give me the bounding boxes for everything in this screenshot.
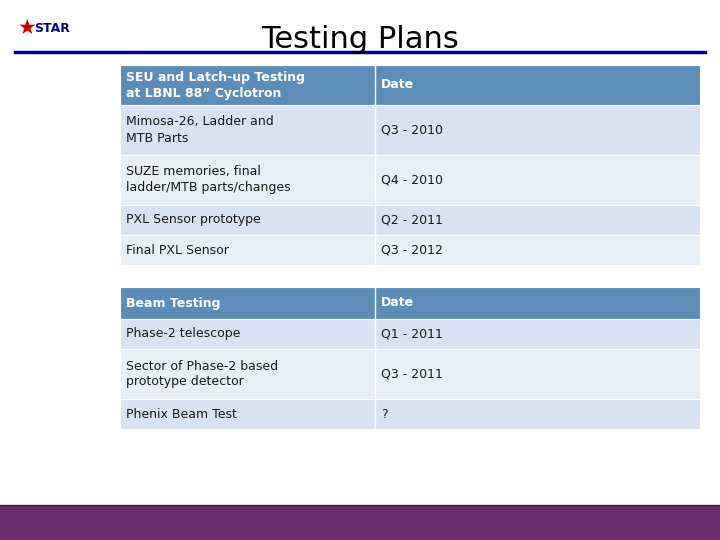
Text: Beam Testing: Beam Testing <box>126 296 220 309</box>
Text: ?: ? <box>381 408 388 421</box>
Bar <box>120 65 700 105</box>
Text: Date: Date <box>381 296 414 309</box>
Bar <box>120 319 700 349</box>
Text: SUZE memories, final
ladder/MTB parts/changes: SUZE memories, final ladder/MTB parts/ch… <box>126 165 291 194</box>
Text: Q3 - 2011: Q3 - 2011 <box>381 368 443 381</box>
Bar <box>120 287 700 319</box>
Text: ★: ★ <box>18 18 37 38</box>
Bar <box>120 205 700 235</box>
Text: Date: Date <box>381 78 414 91</box>
Bar <box>120 105 700 155</box>
Text: SEU and Latch-up Testing
at LBNL 88” Cyclotron: SEU and Latch-up Testing at LBNL 88” Cyc… <box>126 71 305 99</box>
Text: Sector of Phase-2 based
prototype detector: Sector of Phase-2 based prototype detect… <box>126 360 278 388</box>
Text: Q1 - 2011: Q1 - 2011 <box>381 327 443 341</box>
Bar <box>120 155 700 205</box>
Text: Phase-2 telescope: Phase-2 telescope <box>126 327 240 341</box>
Text: Testing Plans: Testing Plans <box>261 25 459 54</box>
Text: Phenix Beam Test: Phenix Beam Test <box>126 408 237 421</box>
Text: Q3 - 2012: Q3 - 2012 <box>381 244 443 256</box>
Text: Q2 - 2011: Q2 - 2011 <box>381 213 443 226</box>
Bar <box>120 399 700 429</box>
Text: STAR: STAR <box>34 22 70 35</box>
Text: Q3 - 2010: Q3 - 2010 <box>381 124 444 137</box>
Bar <box>0 505 720 540</box>
Bar <box>120 235 700 265</box>
Text: Final PXL Sensor: Final PXL Sensor <box>126 244 229 256</box>
Bar <box>120 349 700 399</box>
Text: Mimosa-26, Ladder and
MTB Parts: Mimosa-26, Ladder and MTB Parts <box>126 116 274 145</box>
Text: Q4 - 2010: Q4 - 2010 <box>381 173 444 186</box>
Text: PXL Sensor prototype: PXL Sensor prototype <box>126 213 261 226</box>
